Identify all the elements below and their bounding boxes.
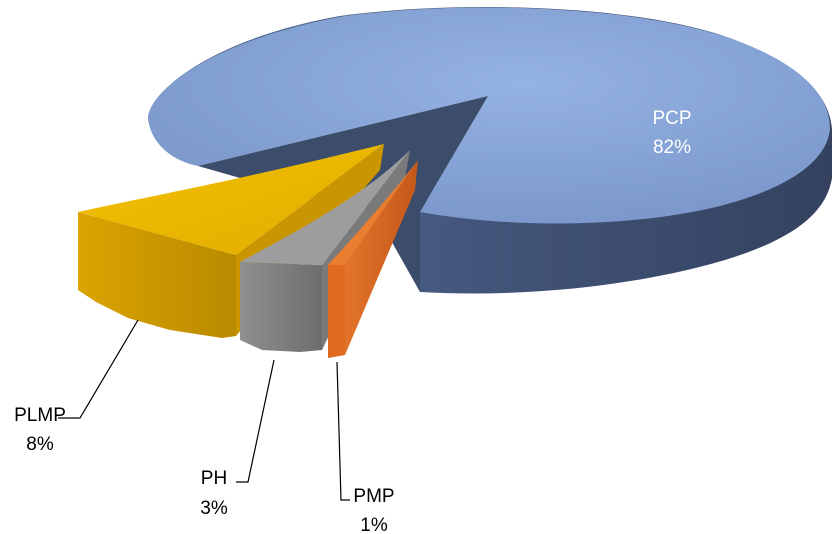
label-pmp-name: PMP: [353, 486, 394, 507]
label-pcp-value: 82%: [653, 137, 691, 158]
pie-slice-ph-top: [240, 150, 410, 265]
label-plmp-name: PLMP: [14, 405, 66, 426]
pie-slice-pmp: [328, 160, 418, 358]
leader-line-pmp: [336, 361, 350, 501]
label-pmp-value: 1%: [360, 515, 388, 534]
label-pcp-name: PCP: [652, 108, 691, 129]
label-ph-value: 3%: [200, 498, 228, 519]
label-plmp-value: 8%: [26, 434, 54, 455]
pie-slice-pcp-top: [148, 7, 830, 224]
pie-slice-pcp-side: [148, 7, 832, 294]
pie-slice-pmp-side: [328, 265, 345, 358]
leader-line-plmp: [58, 319, 139, 419]
pie-slice-plmp-side: [78, 212, 236, 338]
label-ph-name: PH: [201, 468, 227, 489]
pie-slice-ph-side: [240, 262, 322, 352]
pie-slice-plmp-top: [78, 144, 384, 255]
pie-slice-pmp-inner-wall: [345, 160, 418, 355]
leader-line-ph: [236, 359, 275, 483]
